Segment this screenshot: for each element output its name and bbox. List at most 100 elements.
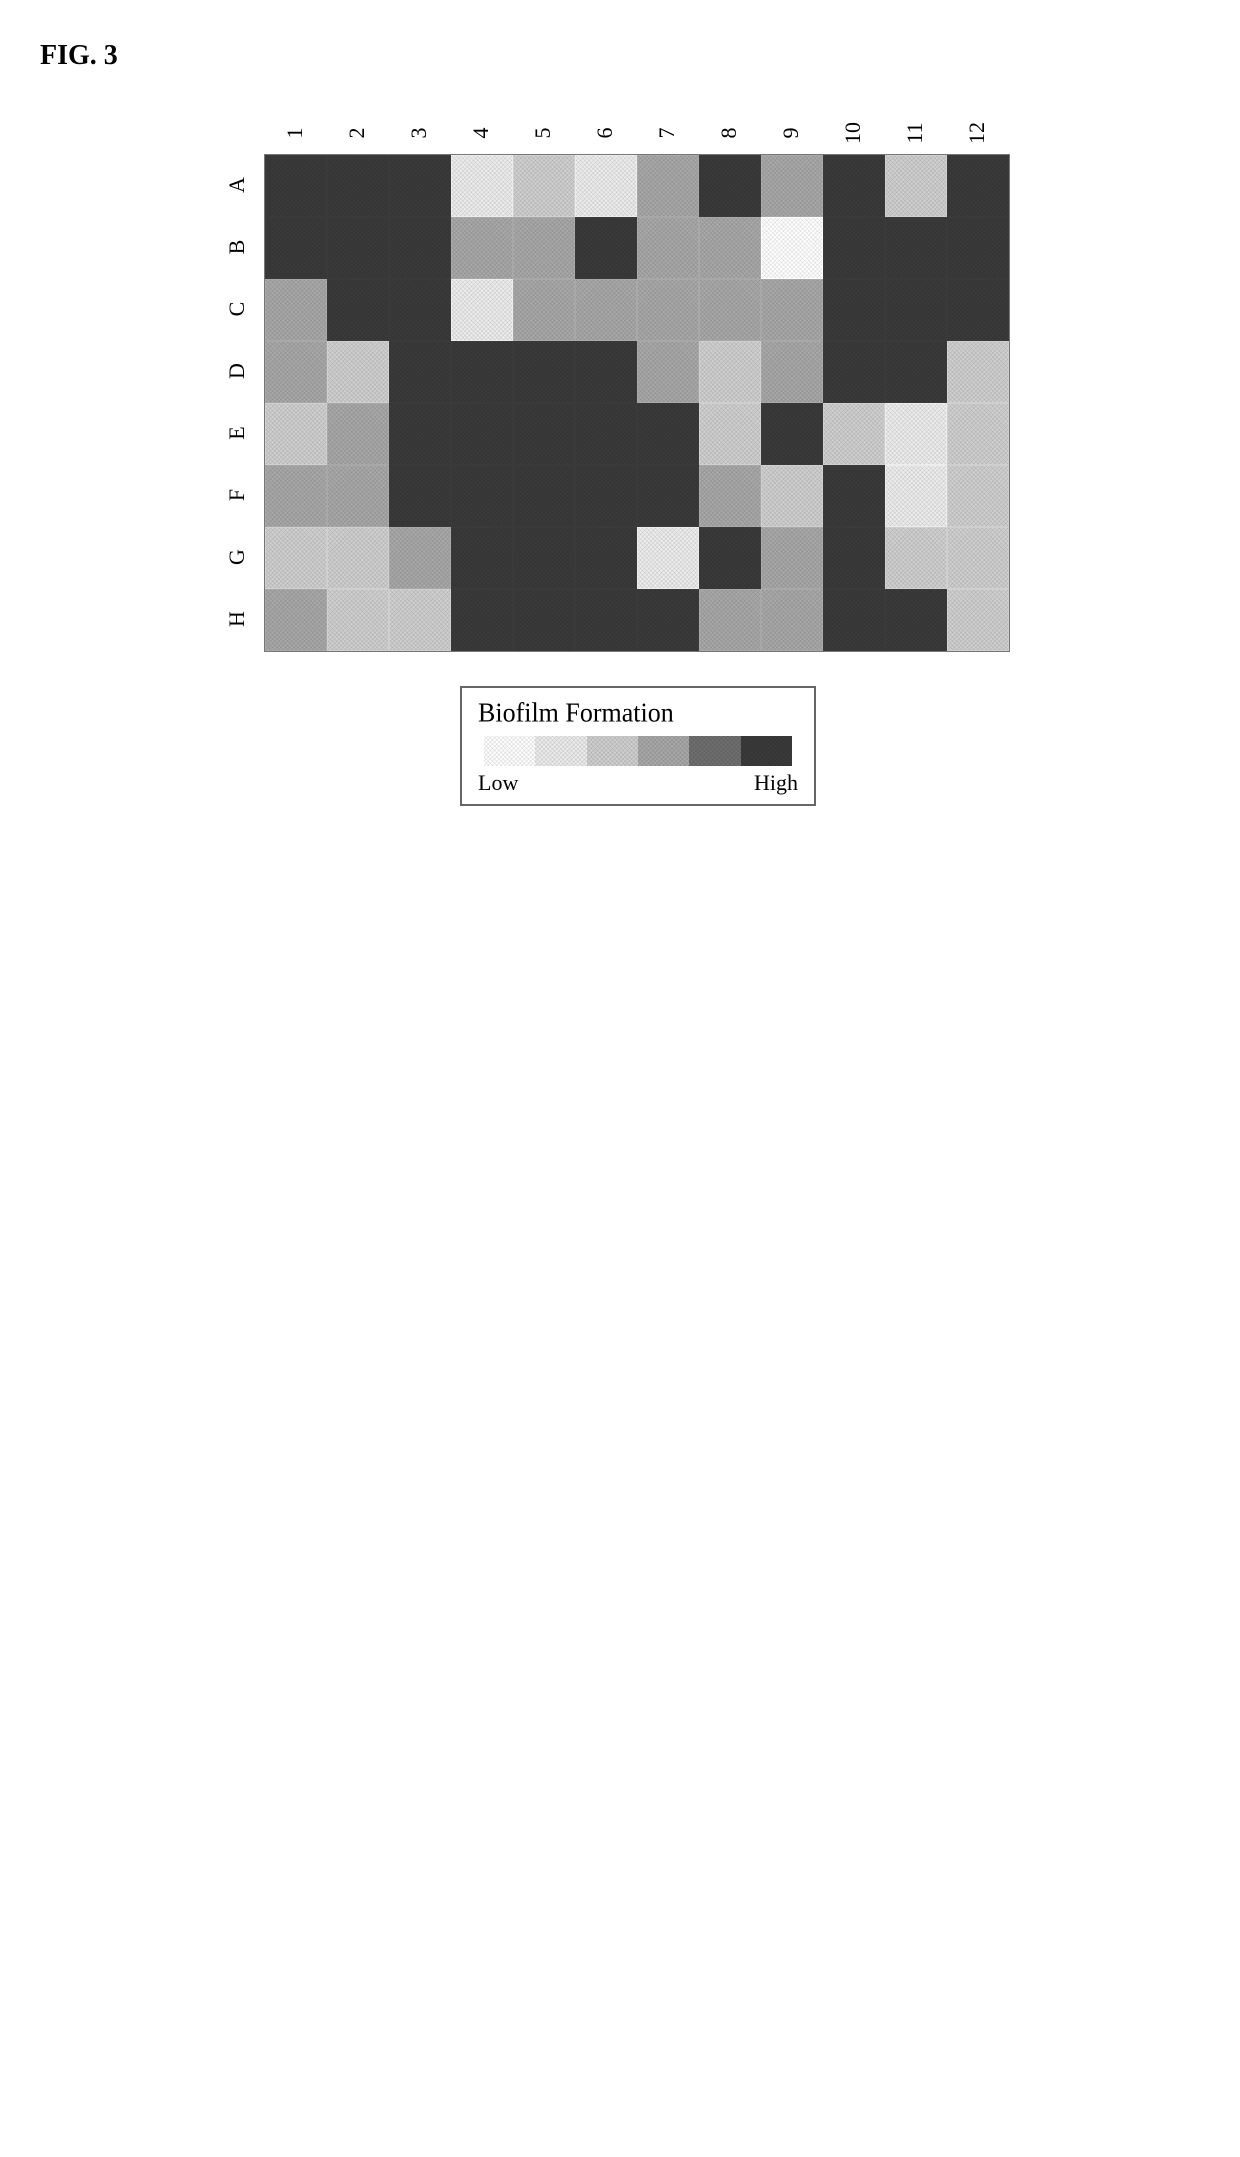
row-label: A bbox=[206, 158, 268, 212]
figure: FIG. 3 ABCDEFGH 123456789101112 Biofilm … bbox=[40, 40, 1200, 806]
heatmap-cell bbox=[823, 589, 885, 651]
row-label: E bbox=[206, 406, 268, 460]
heatmap-cell bbox=[885, 279, 947, 341]
row-label: C bbox=[206, 282, 268, 336]
heatmap-cell bbox=[885, 589, 947, 651]
heatmap-cell bbox=[823, 403, 885, 465]
heatmap-cell bbox=[947, 279, 1009, 341]
heatmap-cell bbox=[947, 589, 1009, 651]
heatmap-cell bbox=[389, 403, 451, 465]
heatmap-cell bbox=[637, 155, 699, 217]
heatmap-cell bbox=[699, 155, 761, 217]
heatmap-cell bbox=[575, 155, 637, 217]
heatmap-cell bbox=[451, 341, 513, 403]
heatmap-cell bbox=[451, 217, 513, 279]
heatmap-cell bbox=[699, 589, 761, 651]
heatmap-cell bbox=[885, 403, 947, 465]
heatmap-cell bbox=[327, 403, 389, 465]
heatmap-cell bbox=[327, 527, 389, 589]
heatmap-cell bbox=[761, 341, 823, 403]
grid-and-header: 123456789101112 bbox=[264, 112, 1010, 652]
heatmap-cell bbox=[947, 217, 1009, 279]
heatmap-cell bbox=[947, 527, 1009, 589]
heatmap-cell bbox=[699, 527, 761, 589]
heatmap-cell bbox=[265, 279, 327, 341]
heatmap-cell bbox=[761, 403, 823, 465]
heatmap-cell bbox=[513, 155, 575, 217]
heatmap-cell bbox=[327, 589, 389, 651]
heatmap-cell bbox=[327, 341, 389, 403]
row-label: G bbox=[206, 530, 268, 584]
heatmap-cell bbox=[451, 279, 513, 341]
heatmap-cell bbox=[513, 589, 575, 651]
heatmap-cell bbox=[389, 589, 451, 651]
heatmap-cell bbox=[823, 279, 885, 341]
heatmap-cell bbox=[327, 279, 389, 341]
legend-swatch bbox=[587, 736, 638, 766]
heatmap-cell bbox=[265, 527, 327, 589]
heatmap-cell bbox=[823, 341, 885, 403]
heatmap-cell bbox=[513, 341, 575, 403]
heatmap-cell bbox=[885, 465, 947, 527]
row-label: D bbox=[206, 344, 268, 398]
heatmap-cell bbox=[451, 527, 513, 589]
legend-title: Biofilm Formation bbox=[478, 697, 798, 729]
heatmap-cell bbox=[761, 217, 823, 279]
plot-area: ABCDEFGH 123456789101112 bbox=[210, 112, 1200, 652]
heatmap-cell bbox=[637, 341, 699, 403]
legend: Biofilm Formation Low High bbox=[460, 686, 816, 806]
heatmap-cell bbox=[327, 465, 389, 527]
heatmap-cell bbox=[265, 465, 327, 527]
legend-low-label: Low bbox=[478, 770, 518, 796]
heatmap-cell bbox=[637, 465, 699, 527]
heatmap-cell bbox=[761, 465, 823, 527]
row-label: B bbox=[206, 220, 268, 274]
heatmap-cell bbox=[947, 465, 1009, 527]
legend-high-label: High bbox=[754, 770, 798, 796]
heatmap-cell bbox=[637, 527, 699, 589]
heatmap-cell bbox=[575, 527, 637, 589]
heatmap-cell bbox=[451, 589, 513, 651]
heatmap-cell bbox=[947, 341, 1009, 403]
heatmap-cell bbox=[823, 155, 885, 217]
legend-swatch bbox=[741, 736, 792, 766]
heatmap-cell bbox=[513, 403, 575, 465]
heatmap-cell bbox=[699, 403, 761, 465]
heatmap-cell bbox=[327, 217, 389, 279]
heatmap-cell bbox=[389, 217, 451, 279]
heatmap-cell bbox=[947, 403, 1009, 465]
heatmap-cell bbox=[575, 217, 637, 279]
heatmap-cell bbox=[761, 279, 823, 341]
heatmap-cell bbox=[451, 403, 513, 465]
heatmap-grid bbox=[264, 154, 1010, 652]
heatmap-cell bbox=[761, 589, 823, 651]
heatmap-cell bbox=[761, 155, 823, 217]
heatmap-cell bbox=[885, 155, 947, 217]
row-labels: ABCDEFGH bbox=[210, 112, 264, 650]
legend-swatch bbox=[638, 736, 689, 766]
heatmap-cell bbox=[389, 527, 451, 589]
heatmap-cell bbox=[637, 217, 699, 279]
row-label: H bbox=[206, 592, 268, 646]
heatmap-cell bbox=[389, 465, 451, 527]
heatmap-cell bbox=[637, 589, 699, 651]
legend-swatches bbox=[484, 736, 792, 766]
heatmap-cell bbox=[575, 279, 637, 341]
heatmap-cell bbox=[885, 217, 947, 279]
heatmap-cell bbox=[513, 217, 575, 279]
heatmap-cell bbox=[699, 279, 761, 341]
heatmap-cell bbox=[637, 403, 699, 465]
heatmap-cell bbox=[637, 279, 699, 341]
heatmap-cell bbox=[265, 341, 327, 403]
heatmap-cell bbox=[885, 527, 947, 589]
heatmap-cell bbox=[389, 341, 451, 403]
figure-title: FIG. 3 bbox=[40, 40, 1200, 72]
heatmap-cell bbox=[575, 589, 637, 651]
heatmap-cell bbox=[451, 155, 513, 217]
heatmap-cell bbox=[327, 155, 389, 217]
heatmap-cell bbox=[513, 279, 575, 341]
heatmap-cell bbox=[265, 589, 327, 651]
row-label: F bbox=[206, 468, 268, 522]
heatmap-cell bbox=[265, 403, 327, 465]
heatmap-cell bbox=[575, 403, 637, 465]
